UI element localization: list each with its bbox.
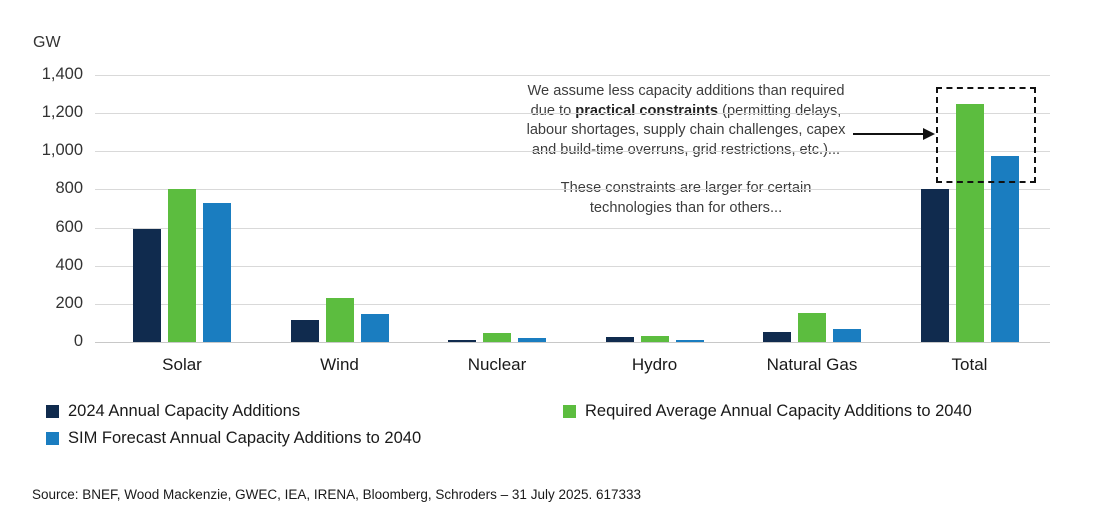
annotation-bold-text: practical constraints bbox=[575, 102, 719, 119]
legend-item-sim-forecast: SIM Forecast Annual Capacity Additions t… bbox=[46, 429, 421, 448]
bar-nuclear-series-0 bbox=[448, 340, 476, 342]
bar-natural-gas-series-2 bbox=[833, 328, 861, 342]
bar-solar-series-0 bbox=[133, 229, 161, 342]
x-axis-category-label: Natural Gas bbox=[766, 355, 858, 374]
annotation-text: We assume less capacity additions than r… bbox=[520, 82, 852, 218]
legend-swatch-blue bbox=[46, 432, 59, 445]
gridline bbox=[95, 303, 1050, 305]
bar-hydro-series-1 bbox=[640, 336, 669, 342]
y-axis-tick-label: 1,200 bbox=[41, 103, 83, 122]
bar-wind-series-2 bbox=[360, 314, 389, 342]
legend-item-required-additions: Required Average Annual Capacity Additio… bbox=[563, 402, 972, 421]
bar-natural-gas-series-0 bbox=[763, 331, 791, 342]
legend-item-2024-additions: 2024 Annual Capacity Additions bbox=[46, 402, 300, 421]
bar-solar-series-2 bbox=[203, 202, 231, 342]
bar-wind-series-0 bbox=[290, 320, 319, 342]
legend-label: 2024 Annual Capacity Additions bbox=[68, 402, 301, 420]
annotation-paragraph-2: These constraints are larger for certain… bbox=[560, 180, 812, 216]
bar-nuclear-series-1 bbox=[483, 333, 511, 342]
x-axis-category-label: Nuclear bbox=[467, 355, 527, 374]
gridline bbox=[95, 151, 1050, 153]
y-axis-tick-label: 1,000 bbox=[41, 141, 83, 160]
gridline bbox=[95, 189, 1050, 191]
bar-wind-series-1 bbox=[325, 298, 354, 342]
legend-swatch-green bbox=[563, 405, 576, 418]
x-axis-category-label: Wind bbox=[320, 355, 359, 374]
annotation-text-part: (permitting delays, labour shortages, su… bbox=[526, 102, 846, 158]
bar-solar-series-1 bbox=[168, 189, 196, 342]
y-axis-tick-label: 400 bbox=[55, 255, 83, 274]
y-axis-tick-label: 600 bbox=[55, 217, 83, 236]
bar-total-series-0 bbox=[920, 189, 949, 342]
gridline bbox=[95, 75, 1050, 76]
legend-label: SIM Forecast Annual Capacity Additions t… bbox=[68, 429, 422, 447]
highlight-dashed-box bbox=[936, 87, 1036, 183]
annotation-paragraph-1: We assume less capacity additions than r… bbox=[520, 82, 852, 160]
source-note: Source: BNEF, Wood Mackenzie, GWEC, IEA,… bbox=[32, 487, 642, 502]
annotation-text-part: We assume less capacity additions than r… bbox=[527, 83, 845, 119]
y-axis-tick-label: 0 bbox=[73, 332, 83, 350]
bar-hydro-series-2 bbox=[675, 339, 704, 342]
bar-natural-gas-series-1 bbox=[798, 313, 826, 342]
gridline bbox=[95, 227, 1050, 229]
legend-swatch-navy bbox=[46, 405, 59, 418]
gridline bbox=[95, 265, 1050, 267]
bar-total-series-1 bbox=[955, 103, 984, 342]
legend-label: Required Average Annual Capacity Additio… bbox=[585, 402, 972, 420]
y-axis-unit-label: GW bbox=[33, 34, 61, 51]
gridline bbox=[95, 342, 1050, 343]
x-axis-category-label: Hydro bbox=[631, 355, 678, 374]
y-axis-tick-label: 1,400 bbox=[41, 65, 83, 83]
gridline bbox=[95, 113, 1050, 115]
x-axis-category-label: Solar bbox=[162, 355, 202, 374]
annotation-arrow-icon bbox=[853, 128, 935, 140]
bar-hydro-series-0 bbox=[605, 337, 634, 342]
y-axis-tick-label: 800 bbox=[55, 179, 83, 198]
bar-nuclear-series-2 bbox=[518, 338, 546, 342]
y-axis-tick-label: 200 bbox=[55, 293, 83, 312]
x-axis-category-label: Total bbox=[951, 355, 988, 374]
bar-total-series-2 bbox=[990, 156, 1019, 342]
